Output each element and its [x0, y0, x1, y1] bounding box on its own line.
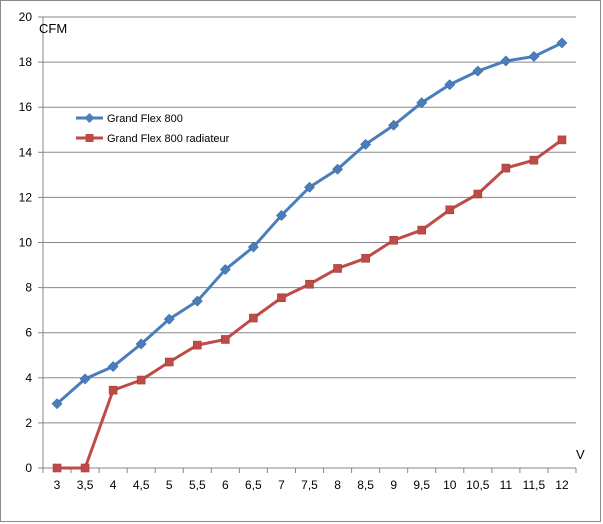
gridlines [43, 16, 576, 424]
data-point [333, 264, 342, 273]
x-tick-label: 11,5 [523, 478, 546, 492]
series-1 [51, 37, 568, 410]
data-point [417, 225, 427, 235]
data-point [501, 163, 511, 173]
data-point [108, 385, 118, 395]
data-point [304, 181, 315, 193]
x-tick-label: 5,5 [189, 478, 206, 492]
legend-entry-2: Grand Flex 800 radiateur [76, 133, 230, 145]
x-tick-label: 4,5 [133, 478, 150, 492]
data-point [221, 335, 230, 344]
x-tick-label: 3 [54, 478, 61, 492]
series-2 [52, 135, 567, 473]
data-point [528, 51, 540, 62]
x-tick-label: 5 [166, 478, 173, 492]
data-point [473, 189, 483, 199]
x-tick-label: 8,5 [357, 478, 374, 492]
data-point [164, 357, 174, 367]
data-point [191, 295, 203, 307]
series-layer [51, 37, 568, 473]
data-point [360, 138, 372, 150]
data-point [247, 241, 259, 253]
y-tick-label: 6 [25, 326, 32, 340]
x-tick-label: 6 [222, 478, 229, 492]
x-tick-label: 7,5 [301, 478, 318, 492]
legend-label: Grand Flex 800 [107, 113, 183, 125]
data-point [192, 340, 202, 350]
legend-marker [84, 113, 95, 123]
x-tick-label: 6,5 [245, 478, 262, 492]
y-tick-label: 12 [19, 190, 33, 204]
y-tick-label: 14 [19, 145, 33, 159]
data-point [51, 398, 63, 410]
x-tick-label: 9,5 [413, 478, 430, 492]
data-point [135, 338, 147, 350]
data-point [445, 205, 455, 215]
x-tick-label: 7 [278, 478, 285, 492]
x-axis-label: V [576, 447, 585, 462]
data-point [79, 373, 91, 385]
y-tick-label: 4 [25, 371, 32, 385]
x-tick-label: 12 [555, 478, 569, 492]
data-point [388, 119, 400, 131]
data-point [500, 55, 512, 67]
data-point [332, 163, 343, 175]
y-tick-label: 16 [19, 100, 33, 114]
axes [38, 16, 577, 473]
data-point [136, 375, 146, 385]
data-point [389, 235, 398, 245]
data-point [277, 293, 286, 303]
x-tick-label: 4 [110, 478, 117, 492]
y-tick-label: 20 [19, 10, 33, 24]
y-tick-label: 18 [19, 55, 33, 69]
x-tick-label: 3,5 [77, 478, 94, 492]
y-tick-label: 10 [19, 236, 33, 250]
data-point [305, 279, 314, 289]
legend-label: Grand Flex 800 radiateur [107, 133, 230, 145]
data-point [249, 313, 258, 323]
legend-entry-1: Grand Flex 800 [76, 113, 183, 125]
data-point [219, 264, 231, 275]
data-point [529, 155, 539, 165]
y-tick-labels: 0 2 4 6 8 10 12 14 16 18 20 [19, 10, 33, 475]
series-line [56, 41, 563, 405]
x-tick-label: 11 [500, 478, 513, 492]
x-tick-label: 8 [334, 478, 341, 492]
y-tick-label: 0 [25, 461, 32, 475]
data-point [444, 79, 456, 91]
x-tick-label: 9 [390, 478, 397, 492]
data-point [107, 361, 119, 372]
y-tick-label: 8 [25, 281, 32, 295]
data-point [361, 253, 370, 263]
data-point [472, 65, 484, 77]
y-axis-label: CFM [39, 21, 67, 36]
data-point [80, 463, 90, 473]
y-tick-label: 2 [25, 416, 32, 430]
data-point [52, 463, 62, 473]
x-tick-labels: 3 3,5 4 4,5 5 5,5 6 6,5 7 7,5 8 8,5 9 9,5 10 10,5 11 11,5… [54, 478, 569, 492]
data-point [416, 97, 428, 109]
data-point [557, 135, 567, 145]
data-point [556, 37, 568, 49]
x-tick-label: 10 [443, 478, 457, 492]
data-point [276, 210, 287, 221]
legend: Grand Flex 800 Grand Flex 800 radiateur [76, 113, 230, 145]
data-point [163, 313, 175, 325]
x-tick-label: 10,5 [466, 478, 490, 492]
legend-marker [85, 134, 94, 142]
